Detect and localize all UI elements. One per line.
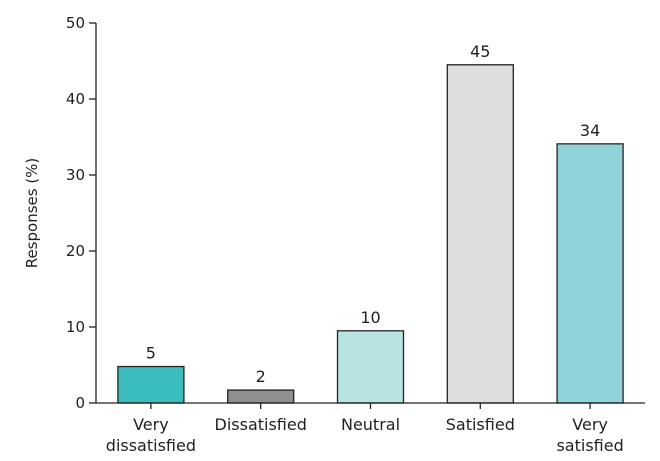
x-axis: Very dissatisfied Dissatisfied Neutral Satis…: [96, 402, 645, 455]
y-axis: 0 10 20 30 40 50: [66, 14, 97, 412]
bar-value-label: 5: [146, 344, 156, 363]
y-axis-title: Responses (%): [23, 158, 41, 269]
x-tick-label: Very: [572, 415, 608, 434]
bars: 5 2 10 45 34: [117, 42, 624, 404]
x-tick-label: Satisfied: [446, 415, 515, 434]
x-tick-label: Dissatisfied: [215, 415, 307, 434]
bar-value-label: 45: [470, 42, 490, 61]
x-tick-label: Neutral: [341, 415, 400, 434]
bar: [336, 330, 405, 404]
y-tick-label: 50: [66, 14, 85, 32]
y-tick-label: 10: [66, 318, 85, 336]
bar: [556, 143, 624, 404]
x-tick-label: Very: [133, 415, 169, 434]
y-tick-label: 30: [66, 166, 85, 184]
bar: [117, 365, 185, 404]
x-tick-label: dissatisfied: [106, 436, 196, 455]
x-tick-label: satisfied: [556, 436, 623, 455]
bar-value-label: 2: [256, 367, 266, 386]
bar: [227, 389, 295, 404]
y-tick-label: 20: [66, 242, 85, 260]
bar-value-label: 34: [580, 121, 600, 140]
bar-value-label: 10: [360, 308, 380, 327]
bar: [446, 64, 514, 404]
y-tick-label: 40: [66, 90, 85, 108]
y-tick-label: 0: [75, 394, 85, 412]
